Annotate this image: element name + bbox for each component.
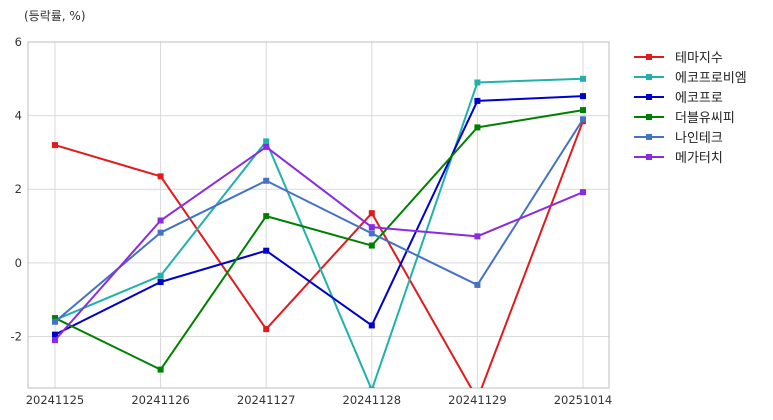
data-point xyxy=(52,337,58,344)
x-tick-label: 20241125 xyxy=(26,393,85,407)
legend-item: 메가터치 xyxy=(634,151,723,166)
legend-swatch-marker xyxy=(646,134,652,140)
data-point xyxy=(474,233,481,240)
data-point xyxy=(368,230,375,237)
legend-item: 나인테크 xyxy=(634,131,723,146)
data-point xyxy=(263,143,270,150)
series-line xyxy=(54,95,584,336)
data-point xyxy=(580,107,586,114)
legend-swatch-marker xyxy=(646,54,652,60)
series-6 xyxy=(52,143,586,344)
data-point xyxy=(263,177,270,184)
legend-swatch-marker xyxy=(646,94,652,100)
data-point xyxy=(52,318,58,325)
series-line xyxy=(54,77,584,388)
data-point xyxy=(263,138,270,145)
legend-label: 더블유씨피 xyxy=(675,111,735,126)
legend-label: 에코프로 xyxy=(675,91,723,106)
y-tick-label: -2 xyxy=(11,329,22,343)
legend-label: 테마지수 xyxy=(675,51,723,66)
data-point xyxy=(580,75,586,82)
series-line xyxy=(54,109,584,371)
legend-swatch-marker xyxy=(646,154,652,160)
y-tick-label: 2 xyxy=(15,182,22,196)
data-point xyxy=(474,124,481,131)
y-tick-label: 0 xyxy=(15,256,22,270)
x-tick-label: 20241129 xyxy=(448,393,507,407)
data-point xyxy=(157,217,164,224)
data-point xyxy=(368,386,375,388)
data-point xyxy=(474,97,481,104)
data-point xyxy=(368,210,375,217)
data-point xyxy=(157,366,164,373)
data-point xyxy=(474,79,481,86)
legend-label: 메가터치 xyxy=(675,151,723,166)
series-3 xyxy=(52,93,586,338)
legend-item: 테마지수 xyxy=(634,51,723,66)
x-tick-label: 20241126 xyxy=(131,393,190,407)
y-tick-label: 4 xyxy=(15,109,22,123)
data-point xyxy=(263,247,270,254)
legend-item: 에코프로비엠 xyxy=(634,71,747,86)
legend-label: 에코프로비엠 xyxy=(675,71,747,86)
plot-frame xyxy=(27,41,610,389)
legend-item: 더블유씨피 xyxy=(634,111,735,126)
data-point xyxy=(157,272,164,279)
y-tick-label: 6 xyxy=(15,35,22,49)
series-line xyxy=(54,120,584,388)
legend-swatch-marker xyxy=(646,114,652,120)
data-point xyxy=(368,242,375,249)
data-point xyxy=(368,322,375,329)
axis-labels: -2 0 2 4 6 20241125 20241126 20241127 20241128 20… xyxy=(11,35,613,407)
data-point xyxy=(263,213,270,220)
data-point xyxy=(474,281,481,288)
data-point xyxy=(157,229,164,236)
data-point xyxy=(52,315,58,322)
legend-swatch-marker xyxy=(646,74,652,80)
data-point xyxy=(52,331,58,338)
legend-item: 에코프로 xyxy=(634,91,723,106)
series-4 xyxy=(52,107,586,373)
data-point xyxy=(157,173,164,180)
data-point xyxy=(52,142,58,149)
legend-label: 나인테크 xyxy=(675,131,723,146)
series-5 xyxy=(52,116,586,325)
series-line xyxy=(54,118,584,323)
series-line xyxy=(54,145,584,341)
unit-label: (등락률, %) xyxy=(24,9,86,23)
data-point xyxy=(368,224,375,231)
series-lines xyxy=(52,75,586,388)
series-1 xyxy=(52,118,586,388)
data-point xyxy=(580,189,586,196)
data-point xyxy=(157,278,164,285)
data-point xyxy=(580,116,586,123)
x-tick-label: 20251014 xyxy=(554,393,613,407)
x-tick-label: 20241127 xyxy=(237,393,296,407)
x-tick-label: 20241128 xyxy=(343,393,402,407)
data-point xyxy=(263,326,270,333)
data-point xyxy=(580,93,586,100)
